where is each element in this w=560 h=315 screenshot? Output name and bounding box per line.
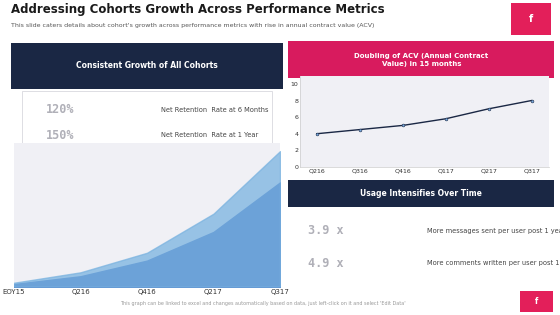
Text: f: f bbox=[535, 297, 539, 306]
Text: This slide caters details about cohort's growth across performance metrics with : This slide caters details about cohort's… bbox=[11, 23, 375, 28]
Text: This graph can be linked to excel and changes automatically based on data, just : This graph can be linked to excel and ch… bbox=[120, 301, 406, 306]
FancyBboxPatch shape bbox=[22, 91, 272, 150]
Text: Usage Intensifies Over Time: Usage Intensifies Over Time bbox=[361, 189, 482, 198]
Text: Net Retention  Rate at 1 Year: Net Retention Rate at 1 Year bbox=[161, 132, 258, 138]
Bar bbox=[288, 180, 554, 207]
Text: Addressing Cohorts Growth Across Performance Metrics: Addressing Cohorts Growth Across Perform… bbox=[11, 3, 385, 16]
FancyBboxPatch shape bbox=[510, 2, 552, 36]
Bar bbox=[288, 41, 554, 78]
Text: Doubling of ACV (Annual Contract
Value) in 15 months: Doubling of ACV (Annual Contract Value) … bbox=[354, 53, 488, 67]
Text: More comments written per user post 1 year: More comments written per user post 1 ye… bbox=[427, 260, 560, 266]
Text: 4.9 x: 4.9 x bbox=[308, 257, 343, 270]
Text: 150%: 150% bbox=[46, 129, 74, 142]
Text: More messages sent per user post 1 year: More messages sent per user post 1 year bbox=[427, 228, 560, 234]
Text: f: f bbox=[529, 14, 533, 24]
Text: Net Retention  Rate at 6 Months: Net Retention Rate at 6 Months bbox=[161, 107, 268, 113]
Bar bbox=[11, 43, 283, 89]
Text: Consistent Growth of All Cohorts: Consistent Growth of All Cohorts bbox=[76, 61, 218, 70]
Text: 120%: 120% bbox=[46, 103, 74, 116]
Text: 3.9 x: 3.9 x bbox=[308, 225, 343, 238]
